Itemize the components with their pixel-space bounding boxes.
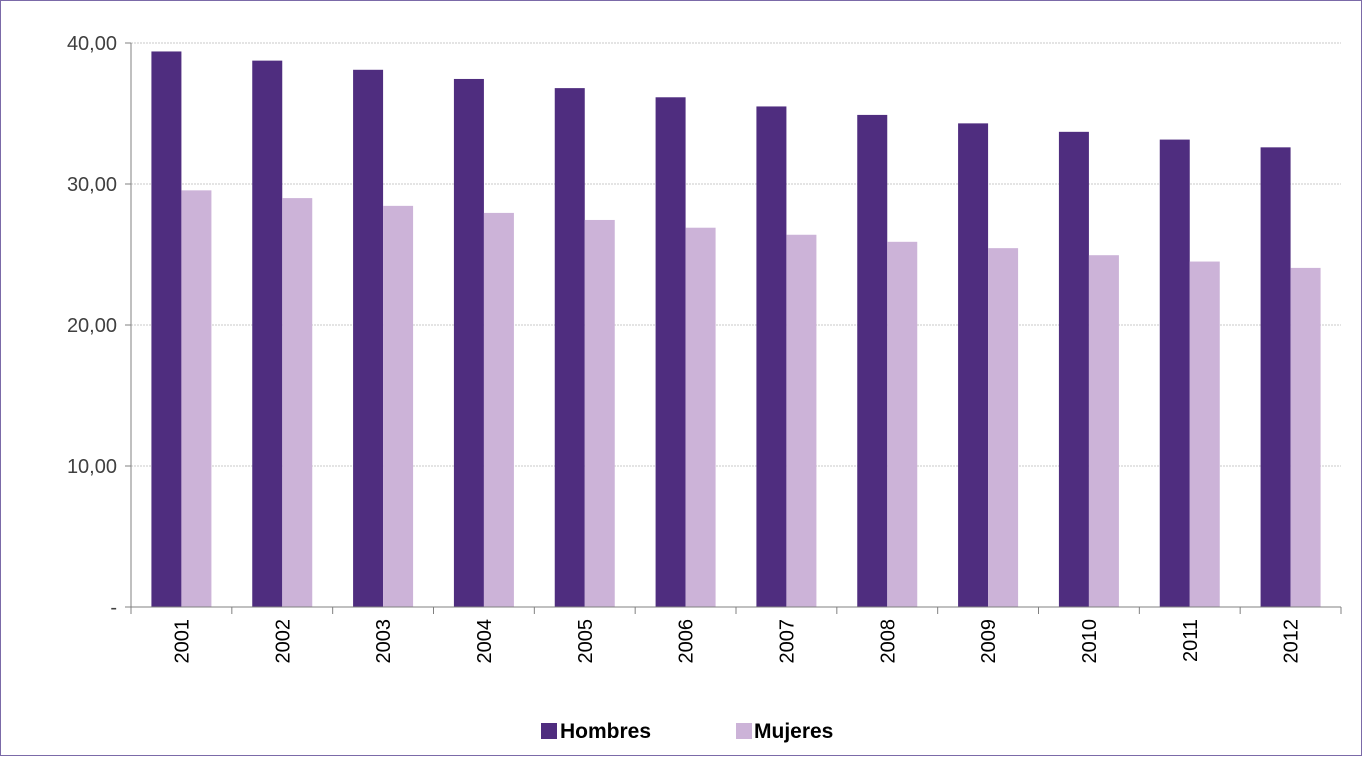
bars xyxy=(151,51,1321,608)
x-tick-label: 2007 xyxy=(776,619,798,664)
bar-mujeres-2007 xyxy=(786,234,817,607)
x-tick-label: 2001 xyxy=(171,619,193,664)
bar-mujeres-2011 xyxy=(1189,261,1220,607)
y-tick-labels: - 10,00 20,00 30,00 40,00 xyxy=(67,33,117,619)
x-tick-label: 2012 xyxy=(1281,619,1303,664)
y-tick-label: - xyxy=(110,597,117,619)
bar-hombres-2011 xyxy=(1159,139,1190,607)
bar-mujeres-2008 xyxy=(887,241,918,607)
x-tick-label: 2011 xyxy=(1180,619,1202,662)
bar-hombres-2012 xyxy=(1260,147,1291,607)
bar-mujeres-2002 xyxy=(282,198,313,607)
bar-hombres-2001 xyxy=(151,51,182,607)
bar-mujeres-2010 xyxy=(1088,255,1119,607)
y-tick-label: 10,00 xyxy=(67,456,117,478)
bar-mujeres-2005 xyxy=(584,219,615,607)
bar-hombres-2009 xyxy=(958,123,989,608)
legend-label-hombres: Hombres xyxy=(560,720,651,743)
x-tick-label: 2006 xyxy=(676,619,698,664)
x-tick-label: 2009 xyxy=(978,619,1000,664)
bar-hombres-2002 xyxy=(252,60,283,607)
bar-hombres-2006 xyxy=(655,97,686,607)
bar-hombres-2004 xyxy=(453,78,484,607)
x-tick-label: 2008 xyxy=(877,619,899,664)
bar-mujeres-2004 xyxy=(483,212,514,607)
legend-swatch-mujeres xyxy=(736,723,752,739)
bar-hombres-2008 xyxy=(857,114,888,607)
bar-hombres-2005 xyxy=(554,88,585,608)
bar-mujeres-2012 xyxy=(1290,267,1321,607)
x-tick-label: 2010 xyxy=(1079,619,1101,664)
legend-swatch-hombres xyxy=(541,723,557,739)
bar-mujeres-2001 xyxy=(181,190,212,607)
bar-mujeres-2006 xyxy=(685,227,716,607)
x-tick-labels: 2001 2002 2003 2004 2005 2006 2007 2008 2009 2010… xyxy=(171,619,1302,664)
x-tick-label: 2003 xyxy=(373,619,395,664)
y-tick-label: 20,00 xyxy=(67,315,117,337)
bar-hombres-2010 xyxy=(1058,131,1089,607)
x-tick-label: 2005 xyxy=(575,619,597,664)
bar-mujeres-2003 xyxy=(383,205,414,608)
y-tick-label: 30,00 xyxy=(67,174,117,196)
bar-hombres-2007 xyxy=(756,106,787,607)
legend: Hombres Mujeres xyxy=(541,720,833,743)
y-tick-label: 40,00 xyxy=(67,33,117,55)
x-tick-label: 2002 xyxy=(272,619,294,664)
x-tick-label: 2004 xyxy=(474,619,496,664)
bar-hombres-2003 xyxy=(353,69,384,608)
bar-mujeres-2009 xyxy=(988,248,1019,607)
gridlines xyxy=(131,42,1341,467)
legend-label-mujeres: Mujeres xyxy=(754,720,833,743)
axes xyxy=(125,42,1342,614)
